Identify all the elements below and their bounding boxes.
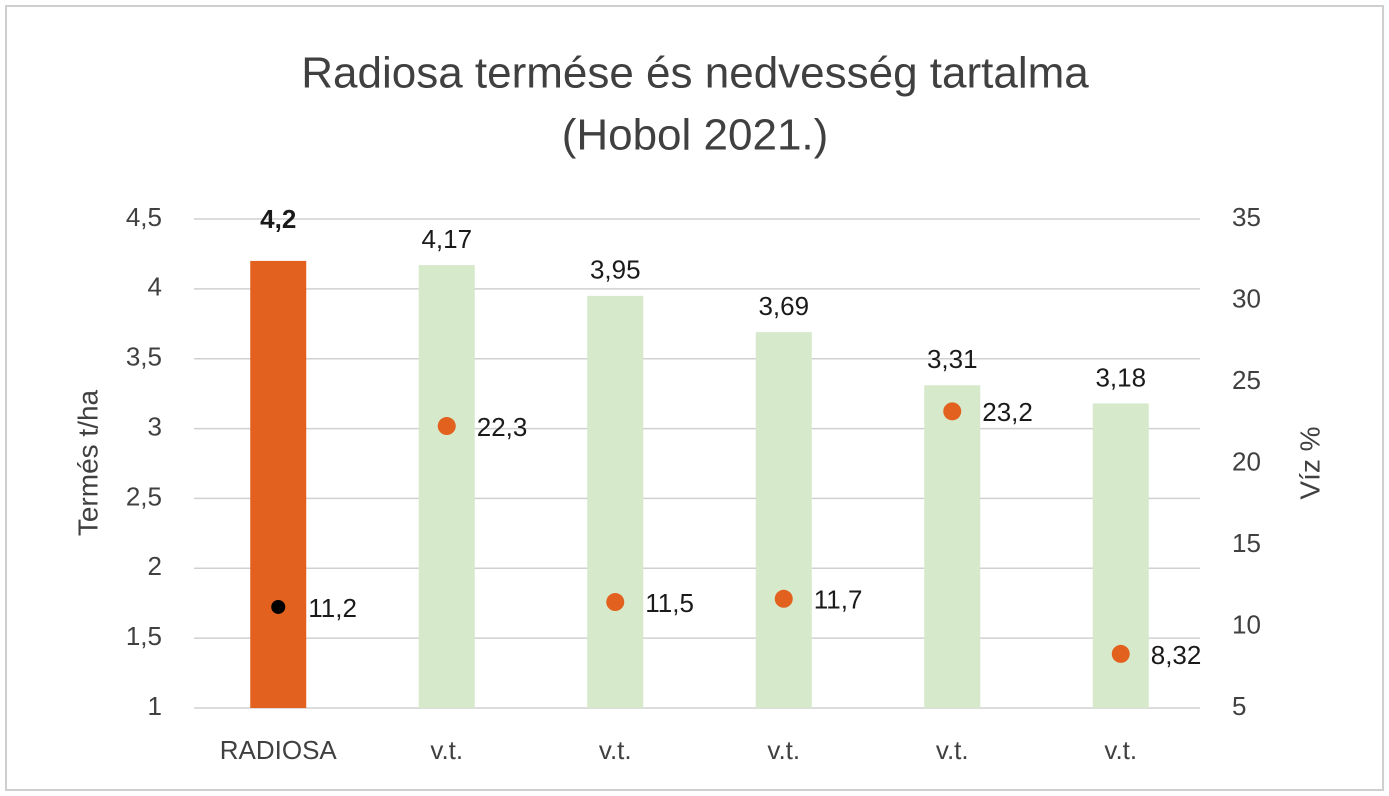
y-tick-label: 1 [148,691,162,721]
y-tick-label: 3 [148,411,162,441]
bar [418,265,475,708]
data-label: 3,31 [927,344,978,374]
data-label: 4,17 [421,224,472,254]
x-tick-label: v.t. [767,735,800,765]
chart-frame [5,5,1384,791]
bar [924,385,981,708]
y2-tick-label: 30 [1232,283,1261,313]
data-label: 4,2 [260,204,296,234]
x-tick-label: v.t. [430,735,463,765]
y2-tick-label: 10 [1232,609,1261,639]
y-tick-label: 3,5 [126,342,162,372]
bar [587,295,644,708]
dot [271,599,286,614]
y2-tick-label: 25 [1232,365,1261,395]
bar [250,260,307,708]
data-label: 11,7 [814,585,863,615]
y-axis-title: Termés t/ha [72,389,103,536]
x-tick-label: v.t. [1104,735,1137,765]
y2-tick-label: 35 [1232,202,1261,232]
chart-subtitle: (Hobol 2021.) [562,111,829,160]
dot [437,417,456,436]
y2-axis-title: Víz % [1294,426,1325,499]
y-tick-label: 4 [148,272,162,302]
y-tick-label: 2,5 [126,481,162,511]
data-label: 8,32 [1151,640,1202,670]
data-label: 3,18 [1095,362,1146,392]
dot [943,402,962,421]
y-tick-label: 4,5 [126,202,162,232]
dot [606,593,625,612]
data-label: 11,5 [645,588,694,618]
data-label: 22,3 [477,412,528,442]
data-label: 11,2 [308,593,357,623]
y2-tick-label: 20 [1232,446,1261,476]
y2-tick-label: 15 [1232,528,1261,558]
data-label: 23,2 [982,397,1033,427]
chart-title: Radiosa termése és nedvesség tartalma [301,49,1089,98]
dot [774,589,793,608]
y-tick-label: 1,5 [126,621,162,651]
dot [1111,644,1130,663]
data-label: 3,95 [590,255,641,285]
x-tick-label: v.t. [599,735,632,765]
y-tick-label: 2 [148,551,162,581]
bar [755,332,812,708]
data-label: 3,69 [758,291,809,321]
x-tick-label: v.t. [936,735,969,765]
y2-tick-label: 5 [1232,691,1246,721]
x-tick-label: RADIOSA [220,735,338,765]
